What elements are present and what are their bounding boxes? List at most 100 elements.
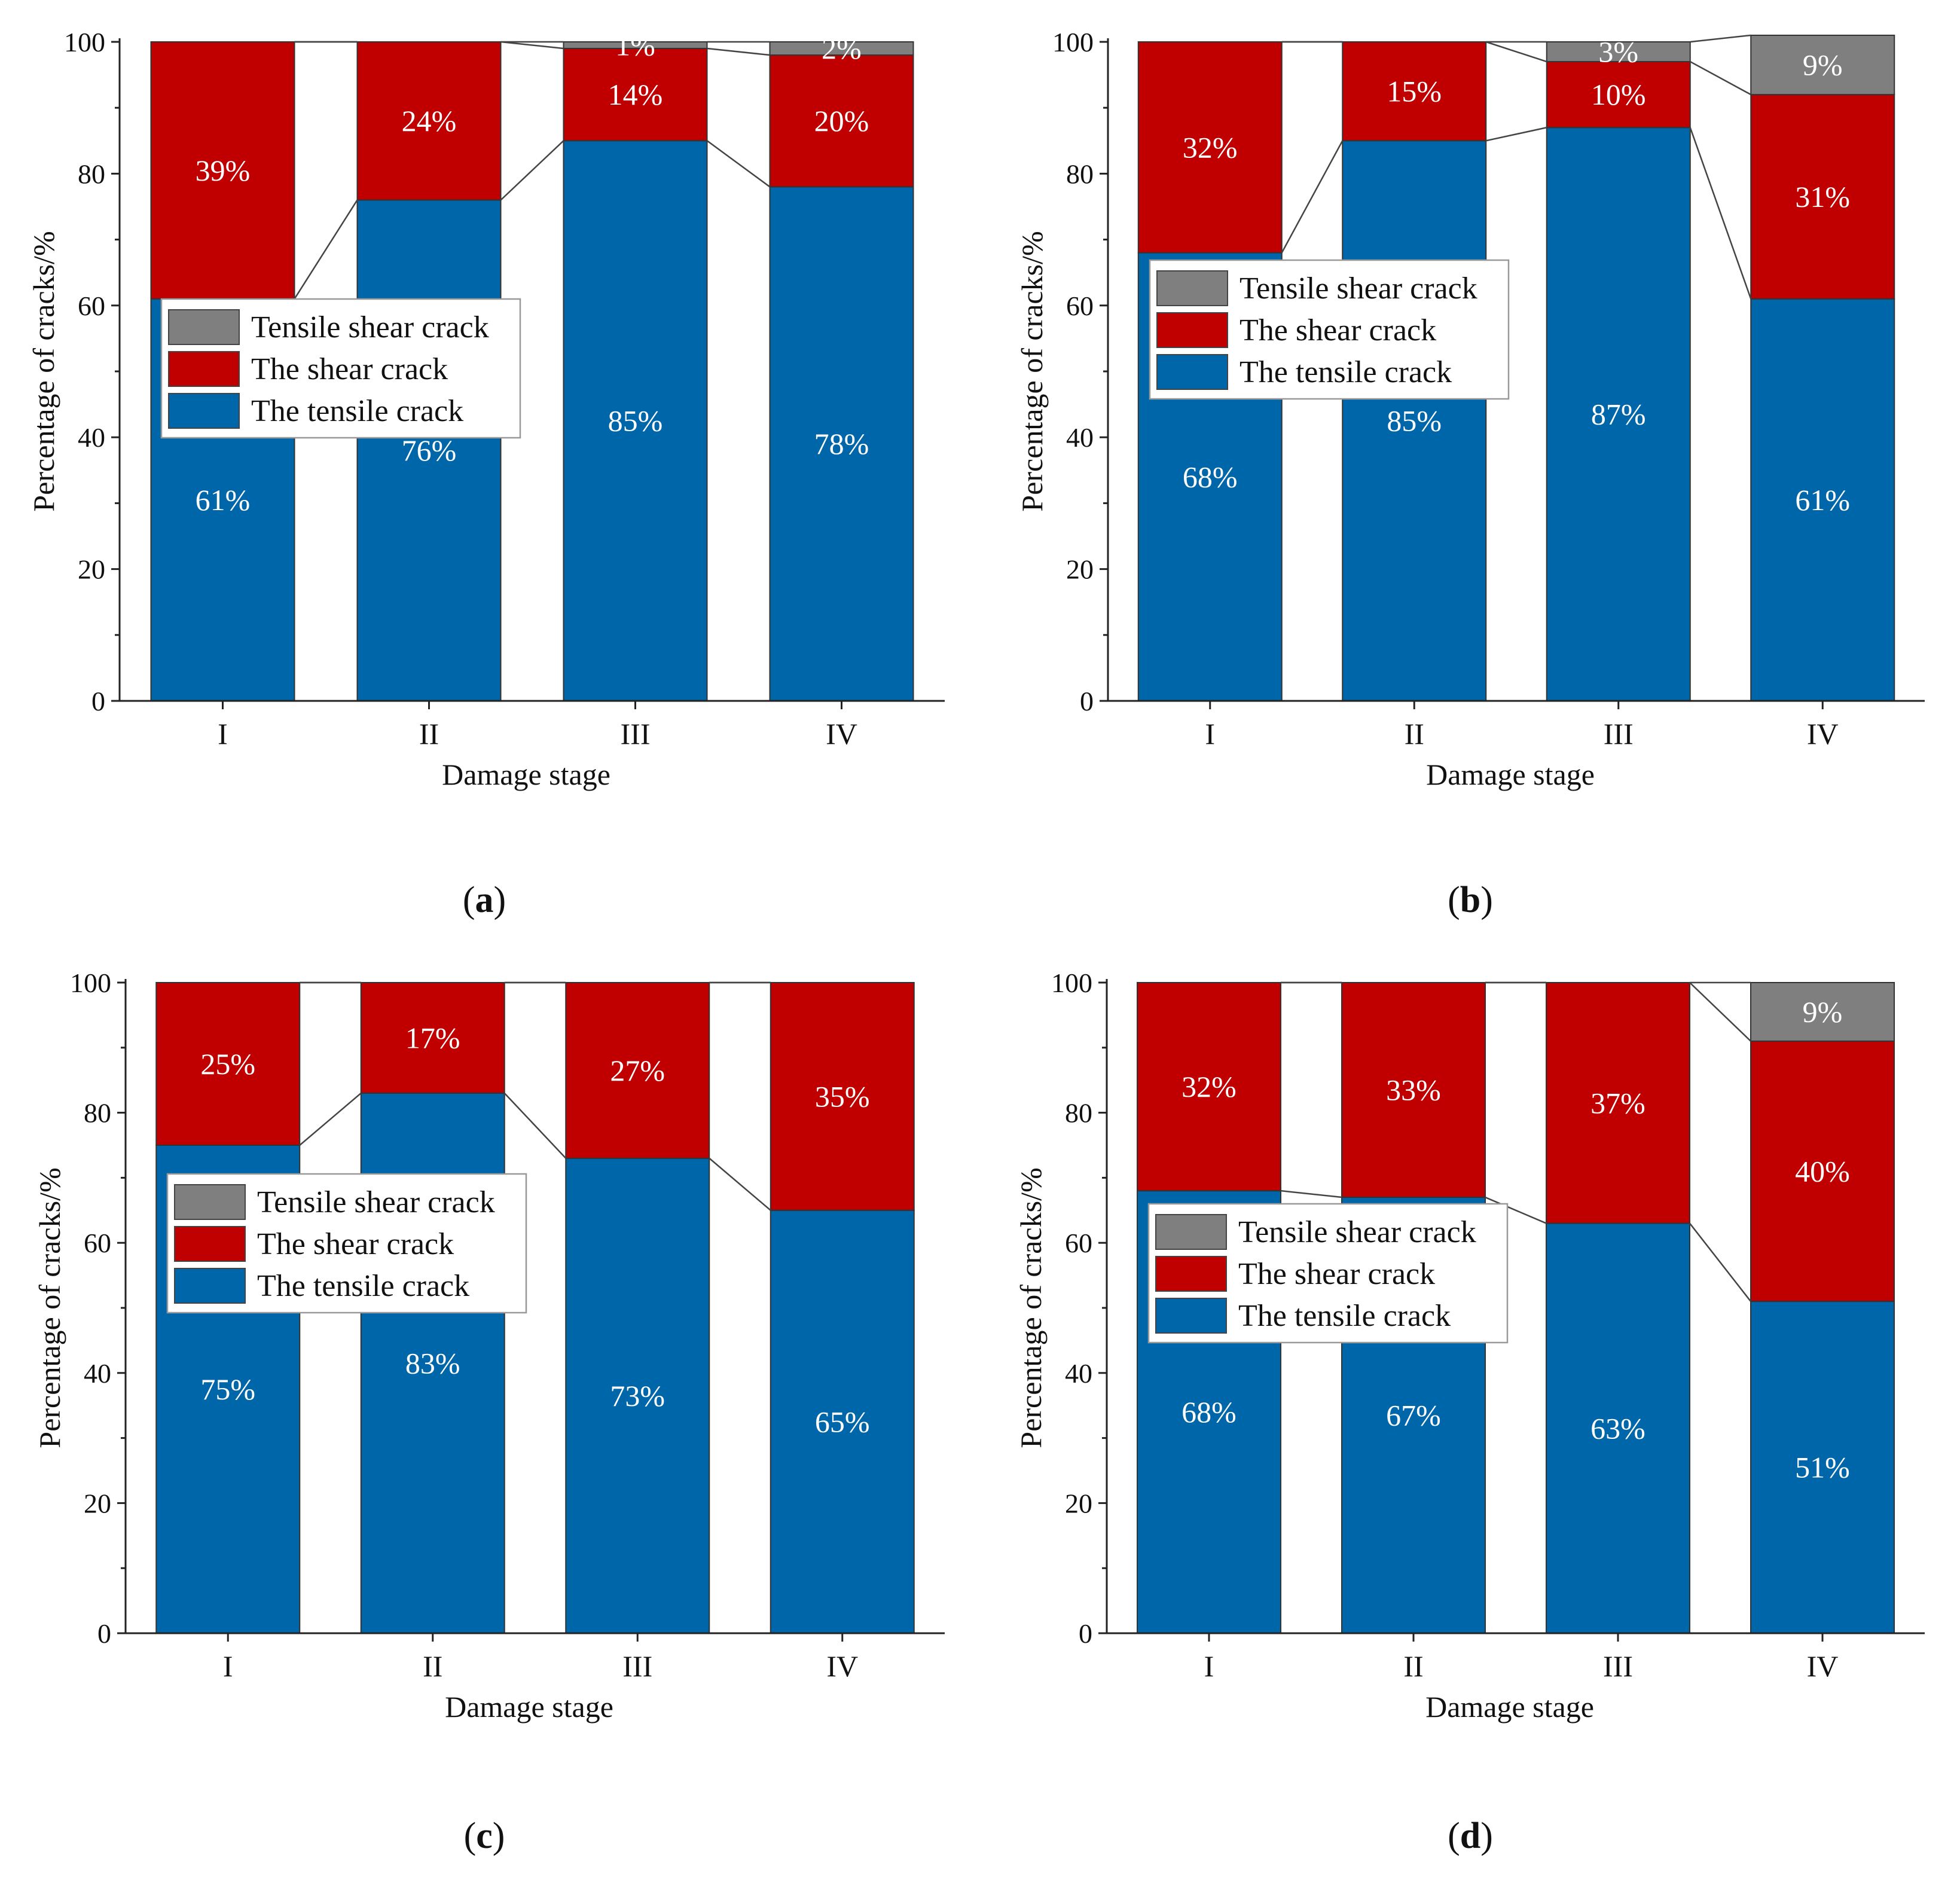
bar-segment-b-III-2 [1546,41,1691,63]
y-tick-label: 60 [1065,1228,1092,1258]
bar-segment-a-III-2 [563,41,708,50]
data-label-d-III-0: 63% [1590,1411,1645,1445]
connector-line-b-1-0 [1485,127,1547,142]
y-tick-label: 20 [78,554,105,585]
bar-segment-a-IV-2 [769,41,914,56]
data-label-c-IV-1: 35% [815,1079,870,1113]
y-tick-label: 0 [97,1618,111,1649]
data-label-a-II-0: 76% [402,434,457,467]
bar-segment-a-II-1 [356,41,502,201]
x-tick-label: IV [826,1649,858,1683]
bar-segment-b-II-1 [1342,41,1487,142]
data-label-d-II-1: 33% [1386,1073,1441,1107]
legend-label-1: The shear crack [251,352,448,386]
y-axis-title: Percentage of cracks/% [33,1167,66,1448]
legend-label-1: The shear crack [257,1227,454,1261]
legend-swatch-2 [174,1268,246,1304]
connector-line-b-2-2 [1690,34,1751,43]
data-label-b-III-2: 3% [1598,35,1638,69]
y-axis-title: Percentage of cracks/% [1014,1167,1048,1448]
x-tick-label: II [419,717,439,751]
y-axis-title: Percentage of cracks/% [27,231,60,511]
y-tick-label: 40 [78,422,105,453]
data-label-c-III-0: 73% [610,1379,665,1413]
connector-line-c-1-0 [503,1093,567,1159]
connector-line-a-2-1 [707,47,770,56]
data-label-b-IV-0: 61% [1795,483,1850,517]
connector-line-b-1-1 [1485,41,1547,63]
bar-segment-b-III-0 [1546,127,1691,701]
data-label-b-II-0: 85% [1387,404,1442,438]
x-tick-label: III [622,1649,652,1683]
x-tick-label: IV [826,717,857,751]
y-tick-label: 80 [78,158,105,189]
data-label-a-IV-0: 78% [814,427,869,460]
connector-line-a-1-0 [500,140,564,201]
chart-b-svg: 68% 32% 85% 15% 87% 10% 3% 61% 31% 9% 0 20 40 60 80 100… [1015,27,1925,791]
x-axis-title: Damage stage [442,758,610,791]
bar-segment-b-IV-2 [1750,34,1895,96]
x-tick-label: I [218,717,228,751]
legend-label-2: The tensile crack [257,1269,469,1303]
legend-swatch-0 [168,309,240,345]
y-tick-label: 40 [1066,422,1094,453]
x-tick-label: II [1403,1649,1423,1683]
chart-panel-b: 68% 32% 85% 15% 87% 10% 3% 61% 31% 9% 0 20 40 60 80 100… [980,0,1960,941]
legend-swatch-0 [1155,1214,1227,1250]
data-label-c-I-1: 25% [200,1047,255,1081]
x-axis-title: Damage stage [445,1690,613,1724]
caption-a: (a) [462,880,506,920]
data-label-b-IV-1: 31% [1795,180,1850,213]
legend-swatch-1 [168,351,240,387]
legend-swatch-2 [1155,1298,1227,1334]
bar-segment-c-IV-1 [770,982,915,1211]
bar-segment-d-IV-2 [1750,982,1895,1042]
chart-panel-d: 68% 32% 67% 33% 63% 37% 51% 40% 9% 0 20 40 60 80 100 I I… [980,941,1960,1881]
bar-segment-b-IV-0 [1750,298,1895,701]
caption-b: (b) [1448,880,1493,920]
x-tick-label: II [1405,717,1424,751]
data-label-a-I-0: 61% [196,483,251,517]
legend-swatch-2 [168,393,240,429]
data-label-b-IV-2: 9% [1803,48,1843,82]
data-label-d-III-1: 37% [1590,1086,1645,1120]
legend: Tensile shear crack The shear crack The te… [160,298,521,439]
legend-label-1: The shear crack [1238,1257,1435,1291]
y-tick-label: 0 [1080,686,1094,716]
legend-swatch-1 [174,1226,246,1262]
chart-panel-c: 75% 25% 83% 17% 73% 27% 65% 35% 0 20 40 60 80 100 I II I… [0,941,980,1881]
legend: Tensile shear crack The shear crack The te… [1147,1203,1509,1344]
legend: Tensile shear crack The shear crack The te… [166,1173,527,1314]
connector-line-a-2-0 [706,140,771,188]
bar-segment-d-IV-1 [1750,1040,1895,1303]
data-label-a-I-1: 39% [196,154,251,187]
legend: Tensile shear crack The shear crack The te… [1149,259,1510,400]
data-label-c-III-1: 27% [610,1054,665,1087]
y-tick-label: 0 [1079,1618,1092,1649]
bar-segment-a-IV-1 [769,54,914,188]
x-tick-label: III [621,717,651,751]
data-label-d-IV-2: 9% [1803,995,1843,1029]
y-tick-label: 20 [84,1488,111,1518]
x-tick-label: IV [1807,1649,1839,1683]
data-label-c-I-0: 75% [200,1372,255,1406]
data-label-b-III-0: 87% [1591,398,1646,431]
bar-segment-c-II-1 [360,982,505,1094]
caption-c: (c) [463,1816,505,1856]
connector-line-b-2-1 [1690,60,1751,96]
x-tick-label: I [1205,717,1215,751]
data-label-b-I-0: 68% [1183,460,1238,493]
legend-swatch-0 [174,1184,246,1220]
data-label-c-II-0: 83% [405,1346,460,1380]
data-label-a-III-0: 85% [608,404,663,438]
data-label-d-IV-0: 51% [1795,1451,1850,1484]
x-tick-label: I [223,1649,233,1683]
data-label-b-III-1: 10% [1591,78,1646,111]
y-tick-label: 60 [84,1228,111,1258]
x-tick-label: III [1604,717,1634,751]
connector-line-a-1-1 [500,41,564,50]
bar-segment-b-II-0 [1342,140,1487,702]
y-tick-label: 60 [78,291,105,321]
